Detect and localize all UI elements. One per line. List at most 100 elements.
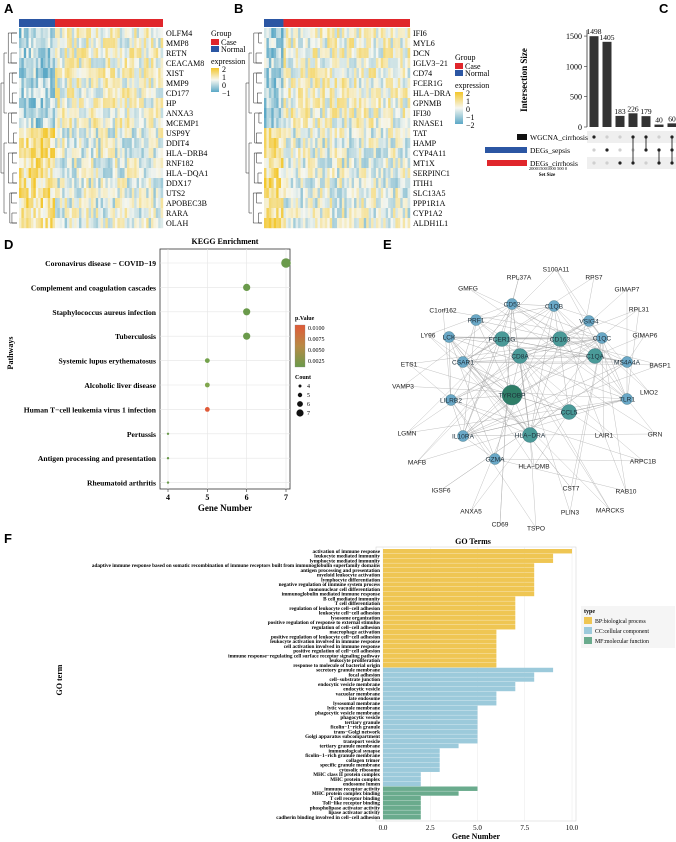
heatmap-cell	[33, 168, 36, 179]
heatmap-cell	[95, 28, 99, 39]
heatmap-cell	[392, 198, 396, 209]
heatmap-cell	[322, 148, 326, 159]
heatmap-cell	[271, 48, 274, 59]
heatmap-cell	[392, 88, 396, 99]
heatmap-cell	[293, 108, 296, 119]
heatmap-cell	[43, 28, 46, 39]
heatmap-cell	[26, 188, 29, 199]
heatmap-cell	[268, 148, 272, 159]
heatmap-cell	[119, 178, 123, 189]
go-term-label: MHC protein complex binding	[312, 791, 380, 797]
heatmap-cell	[366, 208, 369, 219]
heatmap-cell	[329, 78, 333, 89]
heatmap-cell	[62, 128, 65, 139]
heatmap-cell	[86, 118, 89, 129]
heatmap-cell	[402, 108, 406, 119]
heatmap-cell	[122, 118, 125, 129]
heatmap-cell	[52, 68, 56, 79]
heatmap-cell	[276, 68, 279, 79]
heatmap-cell	[158, 188, 161, 199]
heatmap-cell	[59, 48, 63, 59]
heatmap-cell	[28, 88, 32, 99]
heatmap-cell	[21, 98, 24, 109]
heatmap-cell	[327, 158, 330, 169]
heatmap-cell	[276, 218, 279, 229]
heatmap-cell	[136, 168, 140, 179]
go-bar	[383, 786, 478, 791]
heatmap-cell	[337, 68, 340, 79]
heatmap-cell	[127, 128, 130, 139]
heatmap-cell	[158, 128, 161, 139]
heatmap-cell	[98, 208, 101, 219]
heatmap-cell	[346, 88, 350, 99]
heatmap-cell	[278, 28, 282, 39]
heatmap-cell	[368, 218, 372, 229]
kegg-point	[204, 382, 210, 388]
y-tick-label: 1000	[566, 62, 582, 71]
heatmap-cell	[160, 188, 164, 199]
heatmap-cell	[69, 78, 72, 89]
heatmap-cell	[103, 118, 106, 129]
heatmap-cell	[358, 128, 362, 139]
heatmap-cell	[69, 98, 72, 109]
legend-tick: 0	[466, 105, 470, 114]
heatmap-cell	[317, 188, 321, 199]
heatmap-cell	[283, 128, 287, 139]
go-term-label: phagocytic vesicle	[340, 715, 380, 721]
heatmap-cell	[341, 148, 345, 159]
heatmap-cell	[79, 48, 82, 59]
heatmap-cell	[371, 148, 374, 159]
heatmap-cell	[307, 108, 311, 119]
heatmap-cell	[356, 128, 360, 139]
heatmap-cell	[383, 28, 386, 39]
heatmap-cell	[131, 178, 135, 189]
dendrogram-branch	[3, 52, 7, 114]
heatmap-cell	[361, 108, 364, 119]
heatmap-cell	[339, 218, 343, 229]
heatmap-cell	[21, 168, 24, 179]
heatmap-cell	[368, 48, 372, 59]
heatmap-cell	[356, 148, 360, 159]
heatmap-cell	[397, 88, 401, 99]
heatmap-cell	[19, 178, 22, 189]
count-tick: 7	[307, 411, 310, 417]
go-term-label: activation of immune response	[313, 549, 381, 555]
heatmap-cell	[317, 208, 321, 219]
heatmap-cell	[103, 128, 106, 139]
heatmap-cell	[407, 108, 411, 119]
heatmap-cell	[35, 148, 39, 159]
row-dendrogram-b	[245, 32, 262, 224]
pathway-label: Antigen processing and presentation	[38, 454, 157, 463]
heatmap-cell	[45, 128, 48, 139]
heatmap-cell	[146, 98, 149, 109]
network-node-label: GZMA	[485, 456, 505, 463]
heatmap-cell	[332, 198, 335, 209]
heatmap-cell	[339, 128, 343, 139]
heatmap-cell	[141, 148, 144, 159]
heatmap-cell	[273, 218, 277, 229]
heatmap-cell	[349, 108, 352, 119]
heatmap-cell	[363, 78, 367, 89]
network-node-label: GRN	[648, 431, 663, 438]
heatmap-cell	[273, 58, 277, 69]
network-edge	[408, 363, 452, 401]
heatmap-cell	[349, 218, 352, 229]
heatmap-cell	[105, 58, 108, 69]
heatmap-cell	[354, 98, 357, 109]
legend-tick: −1	[466, 113, 475, 122]
heatmap-cell	[141, 128, 144, 139]
gene-label: GPNMB	[413, 99, 441, 108]
heatmap-cell	[400, 178, 403, 189]
go-term-label: positive regulation of cell−cell adhesio…	[293, 649, 380, 655]
heatmap-cell	[402, 78, 406, 89]
heatmap-cell	[385, 178, 389, 189]
heatmap-cell	[67, 198, 70, 209]
heatmap-cell	[363, 158, 367, 169]
heatmap-cell	[324, 48, 328, 59]
heatmap-cell	[273, 208, 277, 219]
legend-group-title: Group	[455, 53, 475, 62]
heatmap-cell	[378, 208, 381, 219]
heatmap-cell	[124, 178, 128, 189]
network-node-label: BASP1	[649, 362, 671, 369]
